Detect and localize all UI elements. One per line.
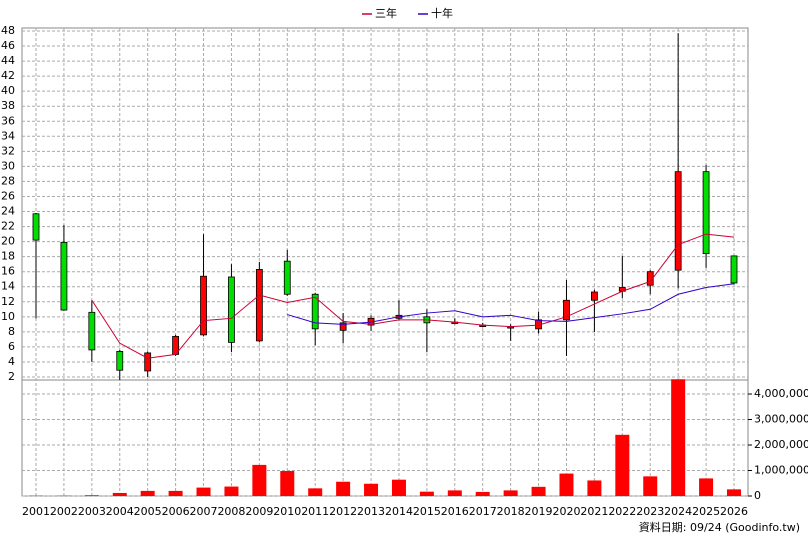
x-tick-label: 2026 [720, 505, 748, 518]
y-tick-label: 44 [1, 54, 15, 67]
volume-bar [448, 490, 462, 496]
y-tick-label: 8 [8, 325, 15, 338]
volume-bar [336, 482, 350, 496]
y-tick-label: 32 [1, 144, 15, 157]
candle-body [33, 214, 39, 240]
candle-body [703, 172, 709, 254]
x-tick-label: 2020 [552, 505, 580, 518]
candle-body [284, 261, 290, 294]
y-tick-label: 34 [1, 129, 15, 142]
volume-bar [141, 491, 155, 496]
candle-body [591, 292, 597, 300]
candle-body [89, 312, 95, 350]
volume-bar [280, 471, 294, 496]
y-tick-label: 30 [1, 159, 15, 172]
y-tick-label: 12 [1, 295, 15, 308]
y-tick-label: 22 [1, 220, 15, 233]
y-tick-label: 10 [1, 310, 15, 323]
x-tick-label: 2010 [273, 505, 301, 518]
y-tick-label: 2 [8, 370, 15, 383]
y-tick-label: 28 [1, 174, 15, 187]
y-tick-label: 40 [1, 84, 15, 97]
x-tick-label: 2021 [580, 505, 608, 518]
x-tick-label: 2022 [608, 505, 636, 518]
volume-bar [169, 491, 183, 496]
y-tick-label: 48 [1, 24, 15, 37]
candle-body [201, 276, 207, 335]
volume-bar [85, 495, 99, 496]
x-tick-label: 2018 [497, 505, 525, 518]
legend-label: 十年 [431, 6, 453, 20]
x-tick-label: 2012 [329, 505, 357, 518]
x-tick-label: 2001 [22, 505, 50, 518]
y-tick-label: 38 [1, 99, 15, 112]
y-tick-label: 24 [1, 205, 15, 218]
y-tick-label: 42 [1, 69, 15, 82]
y2-tick-label: 4,000,000 [754, 387, 808, 400]
x-tick-label: 2002 [50, 505, 78, 518]
x-tick-label: 2023 [636, 505, 664, 518]
y2-tick-label: 2,000,000 [754, 438, 808, 451]
candle-body [256, 269, 262, 340]
volume-bar [364, 484, 378, 496]
volume-bar [532, 487, 546, 496]
x-tick-label: 2008 [217, 505, 245, 518]
volume-bar [504, 490, 518, 496]
y-tick-label: 36 [1, 114, 15, 127]
x-tick-label: 2011 [301, 505, 329, 518]
volume-bar [308, 488, 322, 496]
x-tick-label: 2015 [413, 505, 441, 518]
x-tick-label: 2017 [469, 505, 497, 518]
x-tick-label: 2013 [357, 505, 385, 518]
y-tick-label: 46 [1, 39, 15, 52]
x-tick-label: 2025 [692, 505, 720, 518]
footer: 資料日期: 09/24 (Goodinfo.tw) [639, 520, 800, 534]
y-tick-label: 4 [8, 355, 15, 368]
candle-body [61, 242, 67, 310]
volume-bar [643, 476, 657, 496]
candle-body [117, 351, 123, 370]
volume-bar [252, 465, 266, 496]
legend-label: 三年 [375, 6, 397, 20]
volume-bar [392, 480, 406, 496]
volume-bar [559, 474, 573, 496]
plot-frame [22, 28, 748, 496]
volume-bar [420, 492, 434, 496]
x-tick-label: 2019 [525, 505, 553, 518]
volume-bar [699, 478, 713, 496]
volume-bar [727, 489, 741, 496]
volume-bar [476, 492, 490, 496]
candle-body [145, 353, 151, 371]
x-tick-label: 2005 [134, 505, 162, 518]
x-tick-label: 2016 [441, 505, 469, 518]
volume-bar [197, 488, 211, 496]
volume-bar [113, 493, 127, 496]
y2-tick-label: 0 [754, 489, 761, 502]
candle-body [228, 277, 234, 342]
x-tick-label: 2024 [664, 505, 692, 518]
volume-bar [615, 435, 629, 496]
y2-tick-label: 3,000,000 [754, 413, 808, 426]
volume-bar [224, 487, 238, 496]
y-tick-label: 6 [8, 340, 15, 353]
x-tick-label: 2009 [245, 505, 273, 518]
y-tick-label: 14 [1, 280, 15, 293]
x-tick-label: 2007 [190, 505, 218, 518]
candle-body [675, 172, 681, 271]
volume-bar [671, 379, 685, 496]
x-tick-label: 2014 [385, 505, 413, 518]
candle-body [731, 256, 737, 283]
x-tick-label: 2004 [106, 505, 134, 518]
y-tick-label: 26 [1, 189, 15, 202]
x-tick-label: 2003 [78, 505, 106, 518]
volume-bar [587, 480, 601, 496]
x-tick-label: 2006 [162, 505, 190, 518]
y-tick-label: 20 [1, 235, 15, 248]
y-tick-label: 18 [1, 250, 15, 263]
y2-tick-label: 1,000,000 [754, 464, 808, 477]
y-tick-label: 16 [1, 265, 15, 278]
